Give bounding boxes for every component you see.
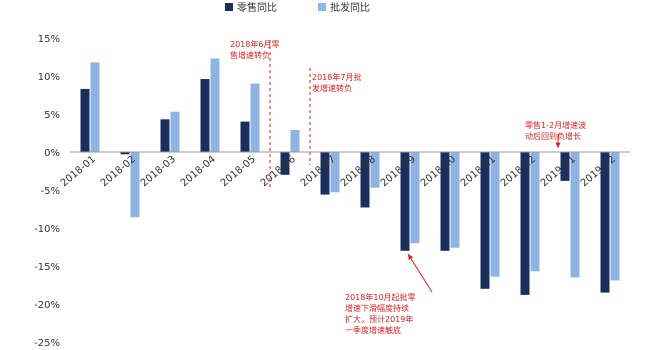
bar-retail	[120, 152, 130, 155]
annotation-text: 零售1-2月增速波	[525, 120, 586, 130]
bar-retail	[600, 152, 610, 293]
bar-retail	[440, 152, 450, 251]
bar-wholesale	[330, 152, 340, 193]
annotation-text: 2018年7月批	[312, 72, 361, 82]
bar-wholesale	[610, 152, 620, 281]
bar-retail	[200, 79, 210, 152]
y-tick-label: 5%	[44, 110, 60, 121]
annotation-text: 2018年10月起批零	[345, 292, 416, 302]
bar-wholesale	[170, 111, 180, 152]
bar-wholesale	[130, 152, 140, 218]
y-tick-label: 15%	[38, 34, 60, 45]
annotation-text: 售增速转负	[230, 50, 270, 60]
bar-retail	[320, 152, 330, 195]
y-tick-label: -20%	[34, 300, 60, 311]
bar-retail	[360, 152, 370, 208]
annotation-arrow	[407, 253, 433, 293]
bar-wholesale	[490, 152, 500, 277]
bar-retail	[520, 152, 530, 295]
bar-retail	[400, 152, 410, 251]
x-tick-label: 2018-01	[59, 154, 98, 189]
annotation-text: 扩大，预计2019年	[345, 314, 413, 324]
legend-label: 批发同比	[330, 1, 370, 14]
bar-wholesale	[570, 152, 580, 278]
y-tick-label: 0%	[44, 148, 60, 159]
bar-wholesale	[290, 129, 300, 152]
bar-wholesale	[90, 62, 100, 152]
y-tick-label: 10%	[38, 72, 60, 83]
annotation-text: 2018年6月零	[230, 39, 279, 49]
bar-wholesale	[210, 58, 220, 152]
bar-wholesale	[450, 152, 460, 248]
annotation-text: 发增速转负	[312, 83, 352, 93]
annotation-text: 动后回到负增长	[525, 131, 581, 141]
bar-retail	[160, 119, 170, 152]
legend-swatch	[225, 3, 233, 11]
y-axis: -25% -20% -15% -10% -5% 0% 5% 10% 15%	[34, 34, 60, 349]
legend-label: 零售同比	[237, 1, 277, 14]
bar-retail	[480, 152, 490, 289]
annotation-text: 一季度增速触底	[345, 325, 401, 335]
x-tick-label: 2018-03	[139, 154, 178, 189]
y-tick-label: -15%	[34, 262, 60, 273]
bar-retail	[240, 121, 250, 152]
bar-wholesale	[250, 83, 260, 152]
annotation-text: 增速下滑幅度持续	[345, 303, 409, 313]
bar-retail	[80, 88, 90, 152]
y-tick-label: -10%	[34, 224, 60, 235]
bar-retail	[560, 152, 570, 181]
y-tick-label: -5%	[41, 186, 60, 197]
bar-retail	[280, 152, 290, 175]
bar-wholesale	[370, 152, 380, 188]
y-tick-label: -25%	[34, 338, 60, 349]
annotation-arrowhead	[555, 142, 561, 148]
bar-wholesale	[530, 152, 540, 272]
legend-swatch	[318, 3, 326, 11]
legend: 零售同比 批发同比	[225, 1, 370, 14]
bar-wholesale	[410, 152, 420, 244]
bars	[80, 58, 620, 295]
x-tick-label: 2018-06	[259, 154, 298, 189]
x-tick-label: 2018-05	[219, 154, 258, 189]
x-tick-label: 2018-04	[179, 154, 218, 189]
annotation-arrowhead	[408, 254, 414, 260]
